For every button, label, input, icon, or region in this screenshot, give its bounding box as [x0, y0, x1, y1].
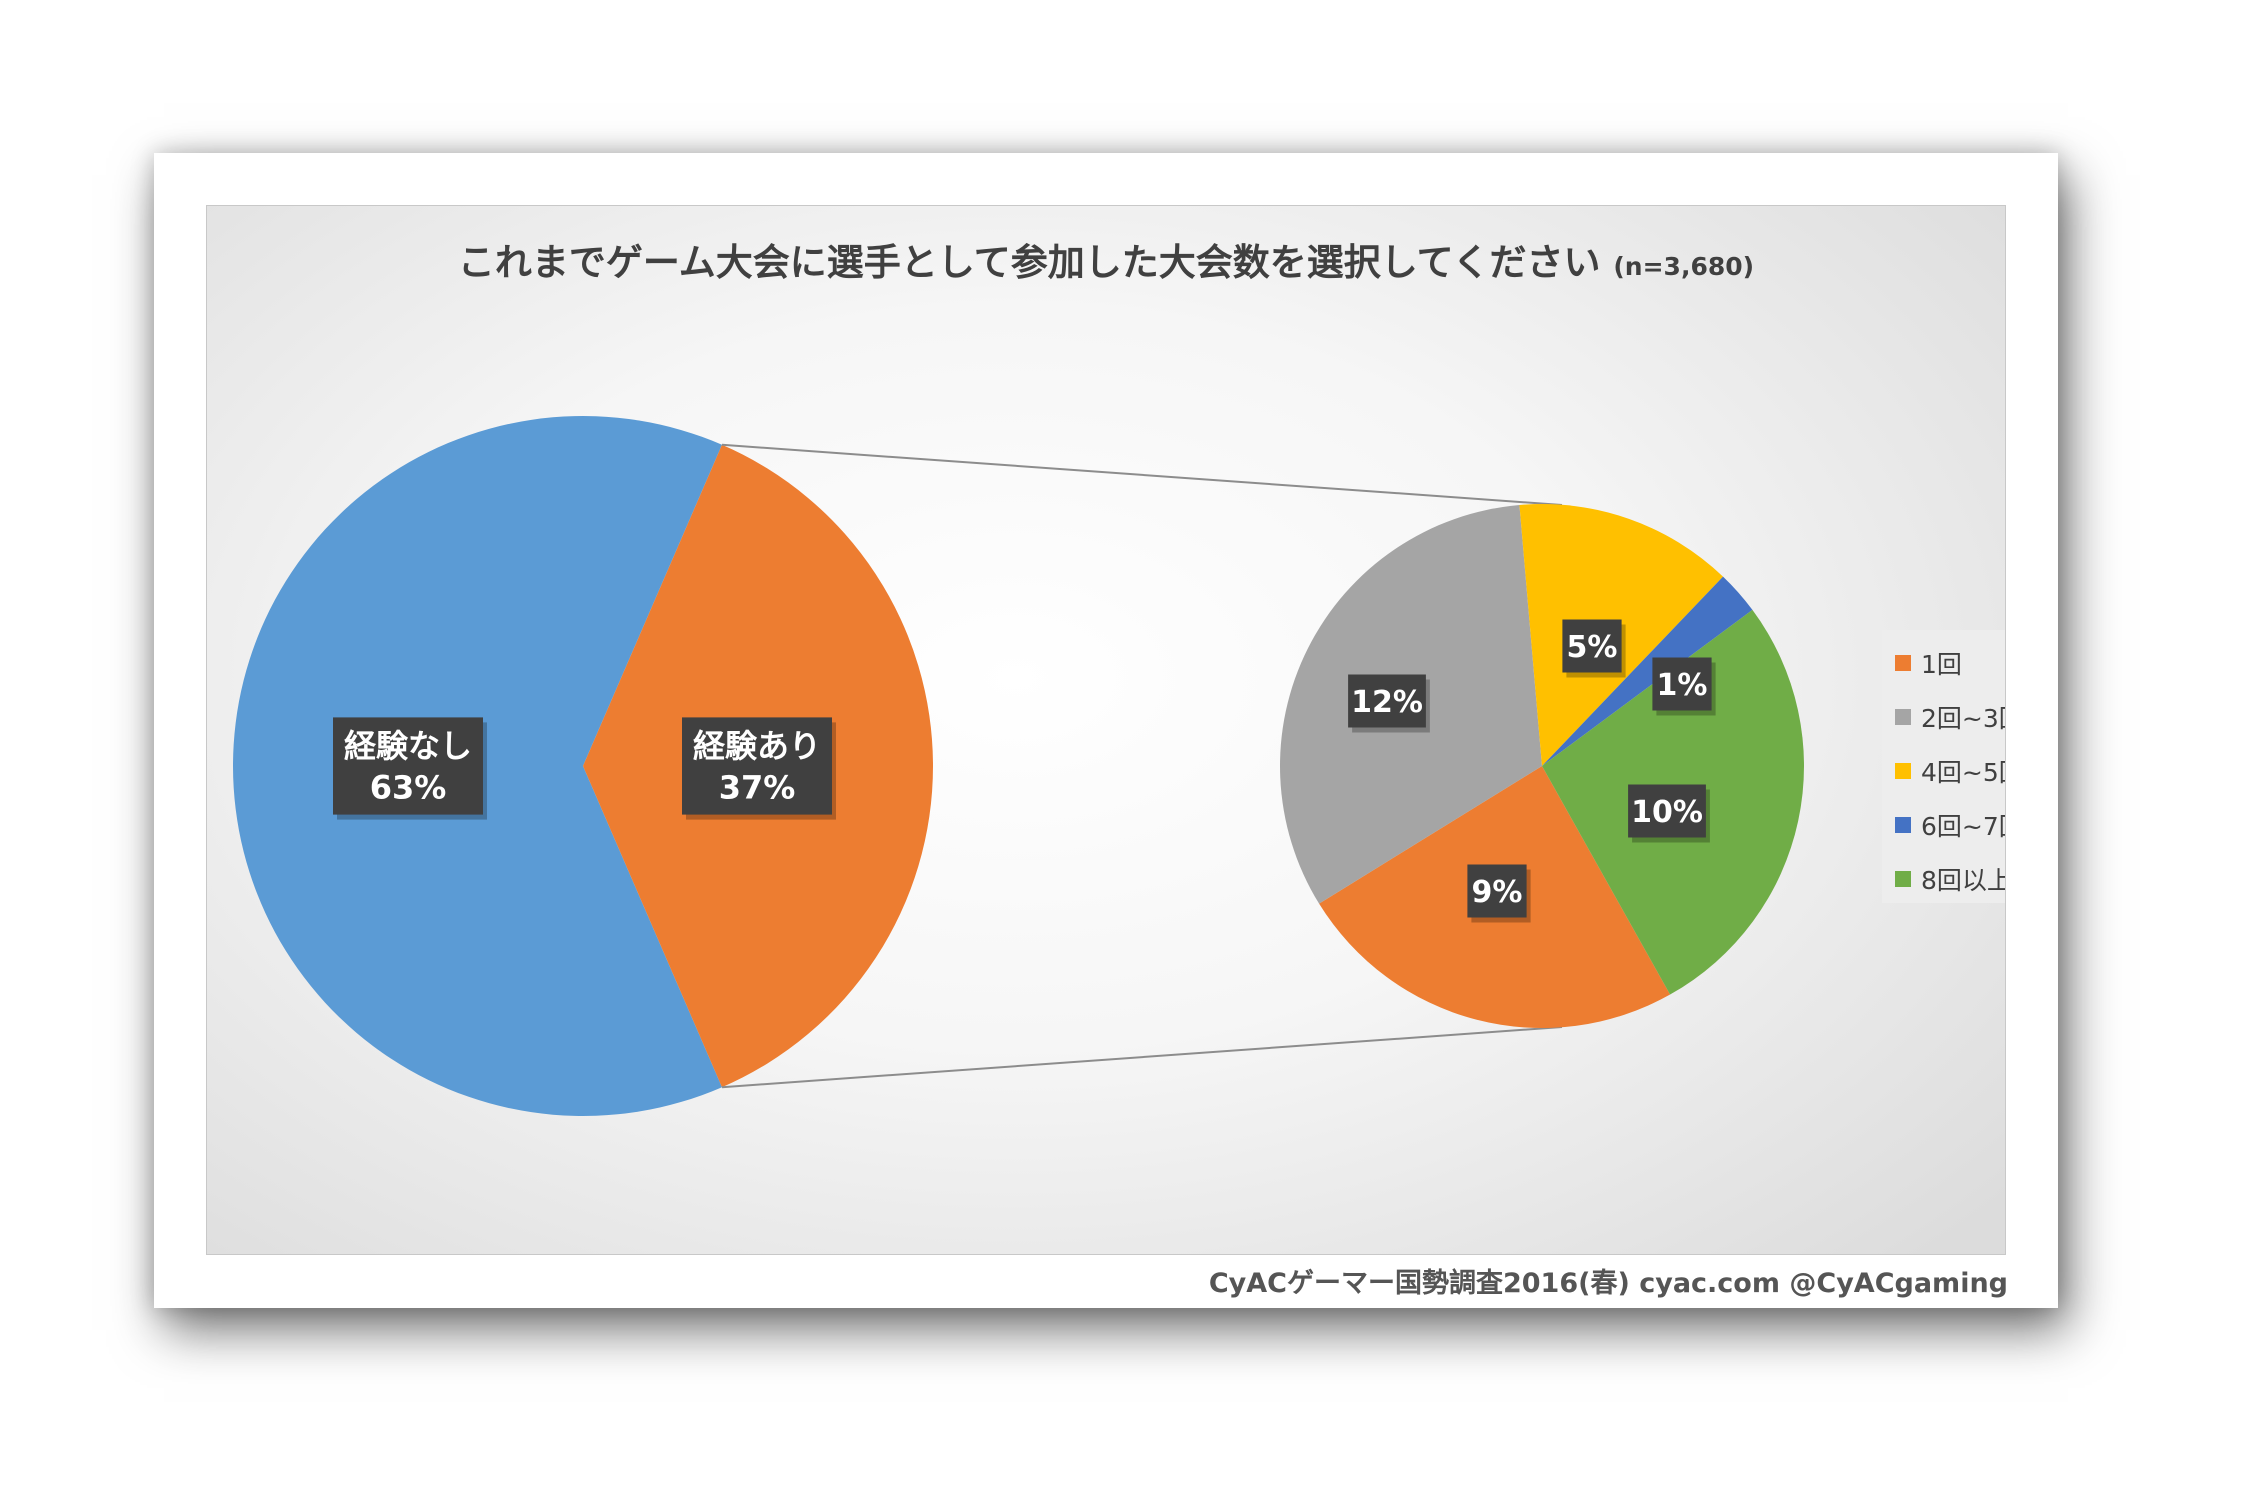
legend-label: 4回~5回: [1921, 758, 2005, 787]
legend-item: 1回: [1895, 636, 2005, 690]
main-data-label-text: 63%: [370, 768, 447, 806]
legend-label: 1回: [1921, 650, 1962, 679]
sub-data-label-bg: [1652, 657, 1712, 711]
legend-item: 4回~5回: [1895, 744, 2005, 798]
chart-title-text: これまでゲーム大会に選手として参加した大会数を選択してください: [457, 241, 1601, 284]
connector-line: [721, 1026, 1563, 1089]
legend-label: 2回~3回: [1921, 704, 2005, 733]
chart-title: これまでゲーム大会に選手として参加した大会数を選択してください (n=3,680…: [207, 232, 2005, 286]
legend-label: 8回以上: [1921, 866, 2006, 895]
legend-item: 2回~3回: [1895, 690, 2005, 744]
sub-data-label-text: 9%: [1472, 875, 1523, 910]
sub-data-label-text: 12%: [1351, 685, 1423, 720]
legend-item: 6回~7回: [1895, 798, 2005, 852]
main-data-label-text: 37%: [719, 768, 796, 806]
sub-data-label-bg: [1348, 674, 1426, 728]
sub-data-label-bg: [1467, 864, 1527, 918]
sub-data-label-text: 1%: [1657, 668, 1708, 703]
sub-data-label-text: 5%: [1567, 630, 1618, 665]
connector-line: [721, 443, 1563, 506]
legend-swatch: [1895, 655, 1911, 671]
legend-swatch: [1895, 709, 1911, 725]
main-data-label-bg: [333, 717, 483, 815]
legend-label: 6回~7回: [1921, 812, 2005, 841]
legend-swatch: [1895, 763, 1911, 779]
main-data-label-text: 経験なし: [344, 727, 472, 765]
main-data-label-bg: [682, 717, 832, 815]
legend: 1回 2回~3回 4回~5回 6回~7回 8回以上: [1882, 630, 2006, 906]
sub-pie-slice: [1542, 576, 1753, 766]
sub-data-label-text: 10%: [1631, 795, 1703, 830]
chart-card: これまでゲーム大会に選手として参加した大会数を選択してください (n=3,680…: [154, 153, 2058, 1308]
legend-item: 8回以上: [1895, 852, 2006, 906]
chart-sample-size: (n=3,680): [1613, 252, 1755, 281]
plot-area: これまでゲーム大会に選手として参加した大会数を選択してください (n=3,680…: [206, 205, 2006, 1255]
sub-data-label-bg: [1628, 784, 1706, 838]
legend-swatch: [1895, 817, 1911, 833]
source-credit: CyACゲーマー国勢調査2016(春) cyac.com @CyACgaming: [1208, 1268, 2008, 1299]
sub-data-label-bg: [1562, 619, 1622, 673]
legend-swatch: [1895, 871, 1911, 887]
main-data-label-text: 経験あり: [693, 727, 821, 765]
